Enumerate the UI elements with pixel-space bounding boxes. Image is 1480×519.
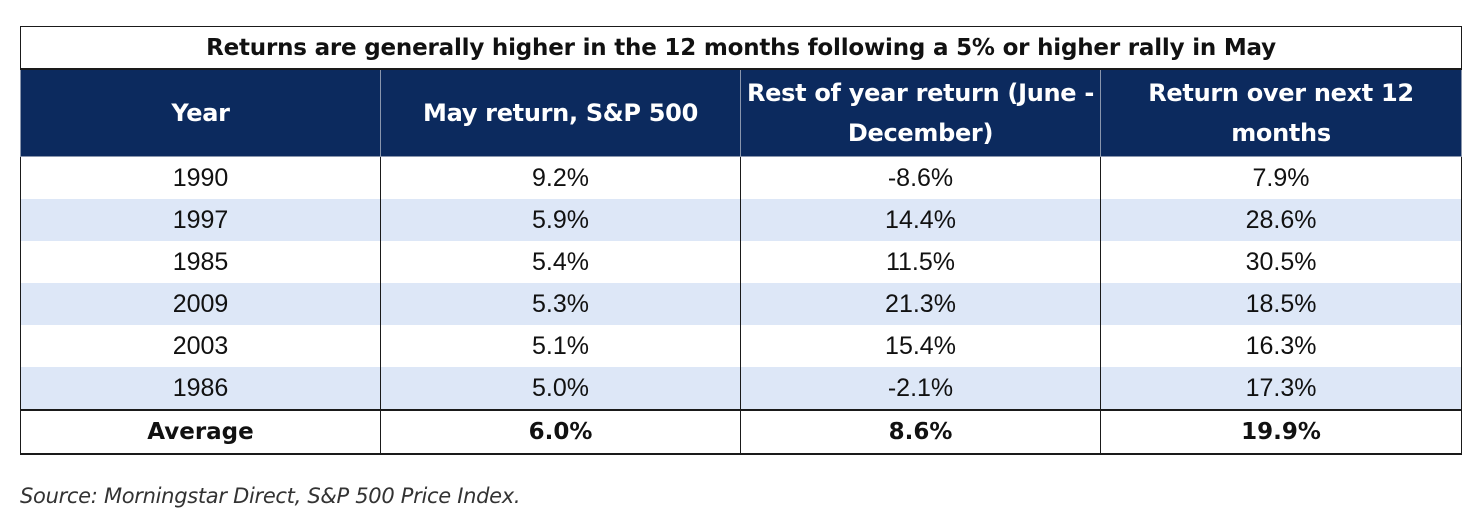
average-label: Average [20, 409, 381, 455]
cell-may-return: 5.3% [380, 283, 741, 325]
cell-year: 2003 [20, 325, 381, 367]
cell-rest-of-year: 14.4% [740, 199, 1101, 241]
table-title: Returns are generally higher in the 12 m… [19, 26, 1463, 70]
table-row: 2009 5.3% 21.3% 18.5% [20, 283, 1463, 325]
cell-rest-of-year: 11.5% [740, 241, 1101, 283]
cell-next-12-months: 18.5% [1099, 283, 1463, 325]
returns-table: Returns are generally higher in the 12 m… [19, 26, 1463, 455]
average-rest-of-year: 8.6% [740, 409, 1101, 455]
cell-rest-of-year: 15.4% [740, 325, 1101, 367]
cell-rest-of-year: -2.1% [740, 367, 1101, 410]
returns-table-container: Returns are generally higher in the 12 m… [19, 26, 1463, 455]
cell-may-return: 9.2% [380, 156, 741, 199]
table-row: 1986 5.0% -2.1% 17.3% [20, 367, 1463, 410]
cell-rest-of-year: -8.6% [740, 156, 1101, 199]
source-note: Source: Morningstar Direct, S&P 500 Pric… [20, 484, 521, 508]
column-header-next-12-months: Return over next 12 months [1099, 68, 1463, 157]
cell-next-12-months: 17.3% [1099, 367, 1463, 410]
cell-year: 1985 [20, 241, 381, 283]
table-row: 1990 9.2% -8.6% 7.9% [20, 156, 1463, 199]
cell-rest-of-year: 21.3% [740, 283, 1101, 325]
cell-next-12-months: 16.3% [1099, 325, 1463, 367]
average-may-return: 6.0% [380, 409, 741, 455]
cell-may-return: 5.1% [380, 325, 741, 367]
cell-may-return: 5.4% [380, 241, 741, 283]
table-body: Returns are generally higher in the 12 m… [19, 26, 1463, 455]
cell-year: 1990 [20, 156, 381, 199]
average-next-12-months: 19.9% [1099, 409, 1463, 455]
column-header-rest-of-year: Rest of year return (June - December) [740, 68, 1101, 157]
average-row: Average 6.0% 8.6% 19.9% [20, 409, 1463, 455]
cell-year: 1986 [20, 367, 381, 410]
table-row: 1985 5.4% 11.5% 30.5% [20, 241, 1463, 283]
cell-year: 1997 [20, 199, 381, 241]
cell-next-12-months: 28.6% [1099, 199, 1463, 241]
column-header-may-return: May return, S&P 500 [380, 68, 741, 157]
cell-may-return: 5.0% [380, 367, 741, 410]
cell-next-12-months: 7.9% [1099, 156, 1463, 199]
column-header-year: Year [20, 68, 381, 157]
table-header-row: Year May return, S&P 500 Rest of year re… [20, 68, 1463, 157]
table-row: 2003 5.1% 15.4% 16.3% [20, 325, 1463, 367]
table-row: 1997 5.9% 14.4% 28.6% [20, 199, 1463, 241]
cell-year: 2009 [20, 283, 381, 325]
table-title-row: Returns are generally higher in the 12 m… [19, 26, 1463, 70]
cell-may-return: 5.9% [380, 199, 741, 241]
cell-next-12-months: 30.5% [1099, 241, 1463, 283]
